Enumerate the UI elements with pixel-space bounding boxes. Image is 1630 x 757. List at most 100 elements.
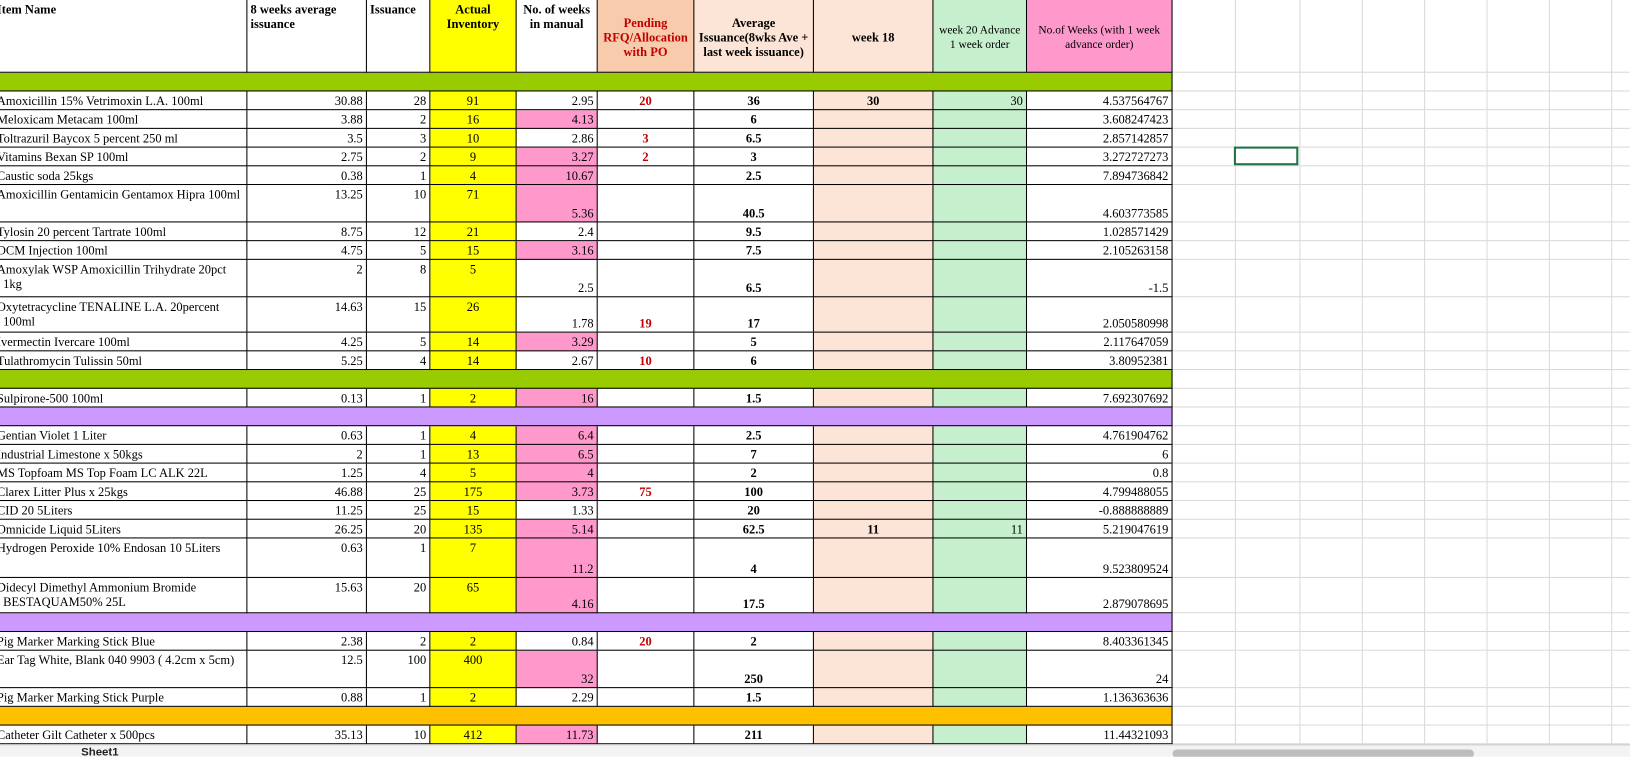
value-cell[interactable]: 100 xyxy=(366,650,431,689)
value-cell[interactable]: 20 xyxy=(597,91,695,111)
value-cell[interactable]: 11.44321093 xyxy=(1027,725,1173,745)
value-cell[interactable]: 5.14 xyxy=(516,519,598,539)
value-cell[interactable] xyxy=(597,388,695,408)
header-cell[interactable]: 8 weeks average issuance xyxy=(247,0,367,73)
value-cell[interactable] xyxy=(933,332,1028,352)
value-cell[interactable] xyxy=(813,110,934,129)
value-cell[interactable]: 4.761904762 xyxy=(1027,426,1173,445)
item-cell[interactable]: Tulathromycin Tulissin 50ml xyxy=(0,351,248,371)
value-cell[interactable]: 6.4 xyxy=(516,426,598,445)
value-cell[interactable]: 17 xyxy=(694,297,814,333)
value-cell[interactable]: 21 xyxy=(430,222,517,242)
value-cell[interactable]: 4.799488055 xyxy=(1027,482,1173,502)
value-cell[interactable]: 17.5 xyxy=(694,577,814,614)
value-cell[interactable]: 0.8 xyxy=(1027,463,1173,483)
value-cell[interactable] xyxy=(597,577,695,614)
item-cell[interactable]: Oxytetracycline TENALINE L.A. 20percent … xyxy=(0,297,248,333)
header-cell[interactable]: week 20 Advance 1 week order xyxy=(933,0,1028,73)
value-cell[interactable]: 16 xyxy=(430,110,517,129)
value-cell[interactable]: 2 xyxy=(430,388,517,408)
value-cell[interactable]: 2.67 xyxy=(516,351,598,371)
item-cell[interactable]: Pig Marker Marking Stick Blue xyxy=(0,632,248,651)
value-cell[interactable]: 3.608247423 xyxy=(1027,110,1173,129)
value-cell[interactable]: 7 xyxy=(430,538,517,578)
value-cell[interactable]: 2.95 xyxy=(516,91,598,111)
horizontal-scrollbar[interactable] xyxy=(1172,749,1475,757)
value-cell[interactable]: 1.78 xyxy=(516,297,598,333)
header-cell[interactable]: No.of Weeks (with 1 week advance order) xyxy=(1027,0,1173,73)
value-cell[interactable]: 1 xyxy=(366,426,431,445)
value-cell[interactable]: 1.028571429 xyxy=(1027,222,1173,242)
item-cell[interactable]: Gentian Violet 1 Liter xyxy=(0,426,248,445)
value-cell[interactable] xyxy=(813,577,934,614)
value-cell[interactable] xyxy=(597,259,695,298)
value-cell[interactable]: 14.63 xyxy=(247,297,367,333)
value-cell[interactable]: 175 xyxy=(430,482,517,502)
value-cell[interactable] xyxy=(933,538,1028,578)
value-cell[interactable]: 2 xyxy=(247,259,367,298)
header-cell[interactable]: No. of weeks in manual xyxy=(516,0,598,73)
value-cell[interactable] xyxy=(933,501,1028,520)
value-cell[interactable]: 5.36 xyxy=(516,185,598,223)
value-cell[interactable] xyxy=(813,632,934,651)
value-cell[interactable] xyxy=(933,388,1028,408)
value-cell[interactable] xyxy=(933,259,1028,298)
value-cell[interactable]: 11 xyxy=(933,519,1028,539)
value-cell[interactable]: 1 xyxy=(366,388,431,408)
value-cell[interactable] xyxy=(813,501,934,520)
item-cell[interactable]: Catheter Gilt Catheter x 500pcs xyxy=(0,725,248,745)
value-cell[interactable]: 2.75 xyxy=(247,147,367,167)
value-cell[interactable] xyxy=(813,185,934,223)
value-cell[interactable]: 5 xyxy=(366,332,431,352)
item-cell[interactable]: OCM Injection 100ml xyxy=(0,241,248,260)
value-cell[interactable] xyxy=(813,388,934,408)
value-cell[interactable] xyxy=(933,650,1028,689)
value-cell[interactable]: 2.4 xyxy=(516,222,598,242)
value-cell[interactable]: 20 xyxy=(597,632,695,651)
value-cell[interactable]: 5.219047619 xyxy=(1027,519,1173,539)
value-cell[interactable]: 3 xyxy=(597,128,695,148)
value-cell[interactable] xyxy=(813,147,934,167)
item-cell[interactable]: Pig Marker Marking Stick Purple xyxy=(0,688,248,707)
value-cell[interactable]: 2 xyxy=(430,632,517,651)
value-cell[interactable]: 12.5 xyxy=(247,650,367,689)
value-cell[interactable]: 2 xyxy=(247,444,367,464)
value-cell[interactable]: 7.5 xyxy=(694,241,814,260)
value-cell[interactable]: 11.73 xyxy=(516,725,598,745)
header-cell[interactable]: Pending RFQ/Allocation with PO xyxy=(597,0,695,73)
value-cell[interactable] xyxy=(597,538,695,578)
value-cell[interactable]: 3.272727273 xyxy=(1027,147,1173,167)
value-cell[interactable] xyxy=(813,650,934,689)
value-cell[interactable]: 91 xyxy=(430,91,517,111)
value-cell[interactable]: 24 xyxy=(1027,650,1173,689)
value-cell[interactable]: 2.879078695 xyxy=(1027,577,1173,614)
value-cell[interactable]: 1 xyxy=(366,166,431,186)
value-cell[interactable] xyxy=(597,185,695,223)
value-cell[interactable]: 0.88 xyxy=(247,688,367,707)
value-cell[interactable]: 6 xyxy=(694,351,814,371)
value-cell[interactable] xyxy=(597,725,695,745)
item-cell[interactable]: Ear Tag White, Blank 040 9903 ( 4.2cm x … xyxy=(0,650,248,689)
value-cell[interactable]: 2 xyxy=(430,688,517,707)
item-cell[interactable]: Amoxylak WSP Amoxicillin Trihydrate 20pc… xyxy=(0,259,248,298)
value-cell[interactable]: 75 xyxy=(597,482,695,502)
value-cell[interactable]: 3.88 xyxy=(247,110,367,129)
value-cell[interactable]: 3.80952381 xyxy=(1027,351,1173,371)
header-cell[interactable]: Item Name xyxy=(0,0,248,73)
value-cell[interactable]: 4 xyxy=(366,463,431,483)
value-cell[interactable]: 4.25 xyxy=(247,332,367,352)
value-cell[interactable] xyxy=(933,632,1028,651)
value-cell[interactable]: 1.33 xyxy=(516,501,598,520)
value-cell[interactable]: 13 xyxy=(430,444,517,464)
value-cell[interactable]: 25 xyxy=(366,501,431,520)
value-cell[interactable] xyxy=(933,241,1028,260)
value-cell[interactable] xyxy=(933,725,1028,745)
value-cell[interactable]: 1.5 xyxy=(694,388,814,408)
value-cell[interactable]: 25 xyxy=(366,482,431,502)
header-cell[interactable]: Issuance xyxy=(366,0,431,73)
value-cell[interactable]: 4.537564767 xyxy=(1027,91,1173,111)
value-cell[interactable]: 8 xyxy=(366,259,431,298)
value-cell[interactable]: 12 xyxy=(366,222,431,242)
value-cell[interactable]: 4.603773585 xyxy=(1027,185,1173,223)
value-cell[interactable]: 0.63 xyxy=(247,426,367,445)
